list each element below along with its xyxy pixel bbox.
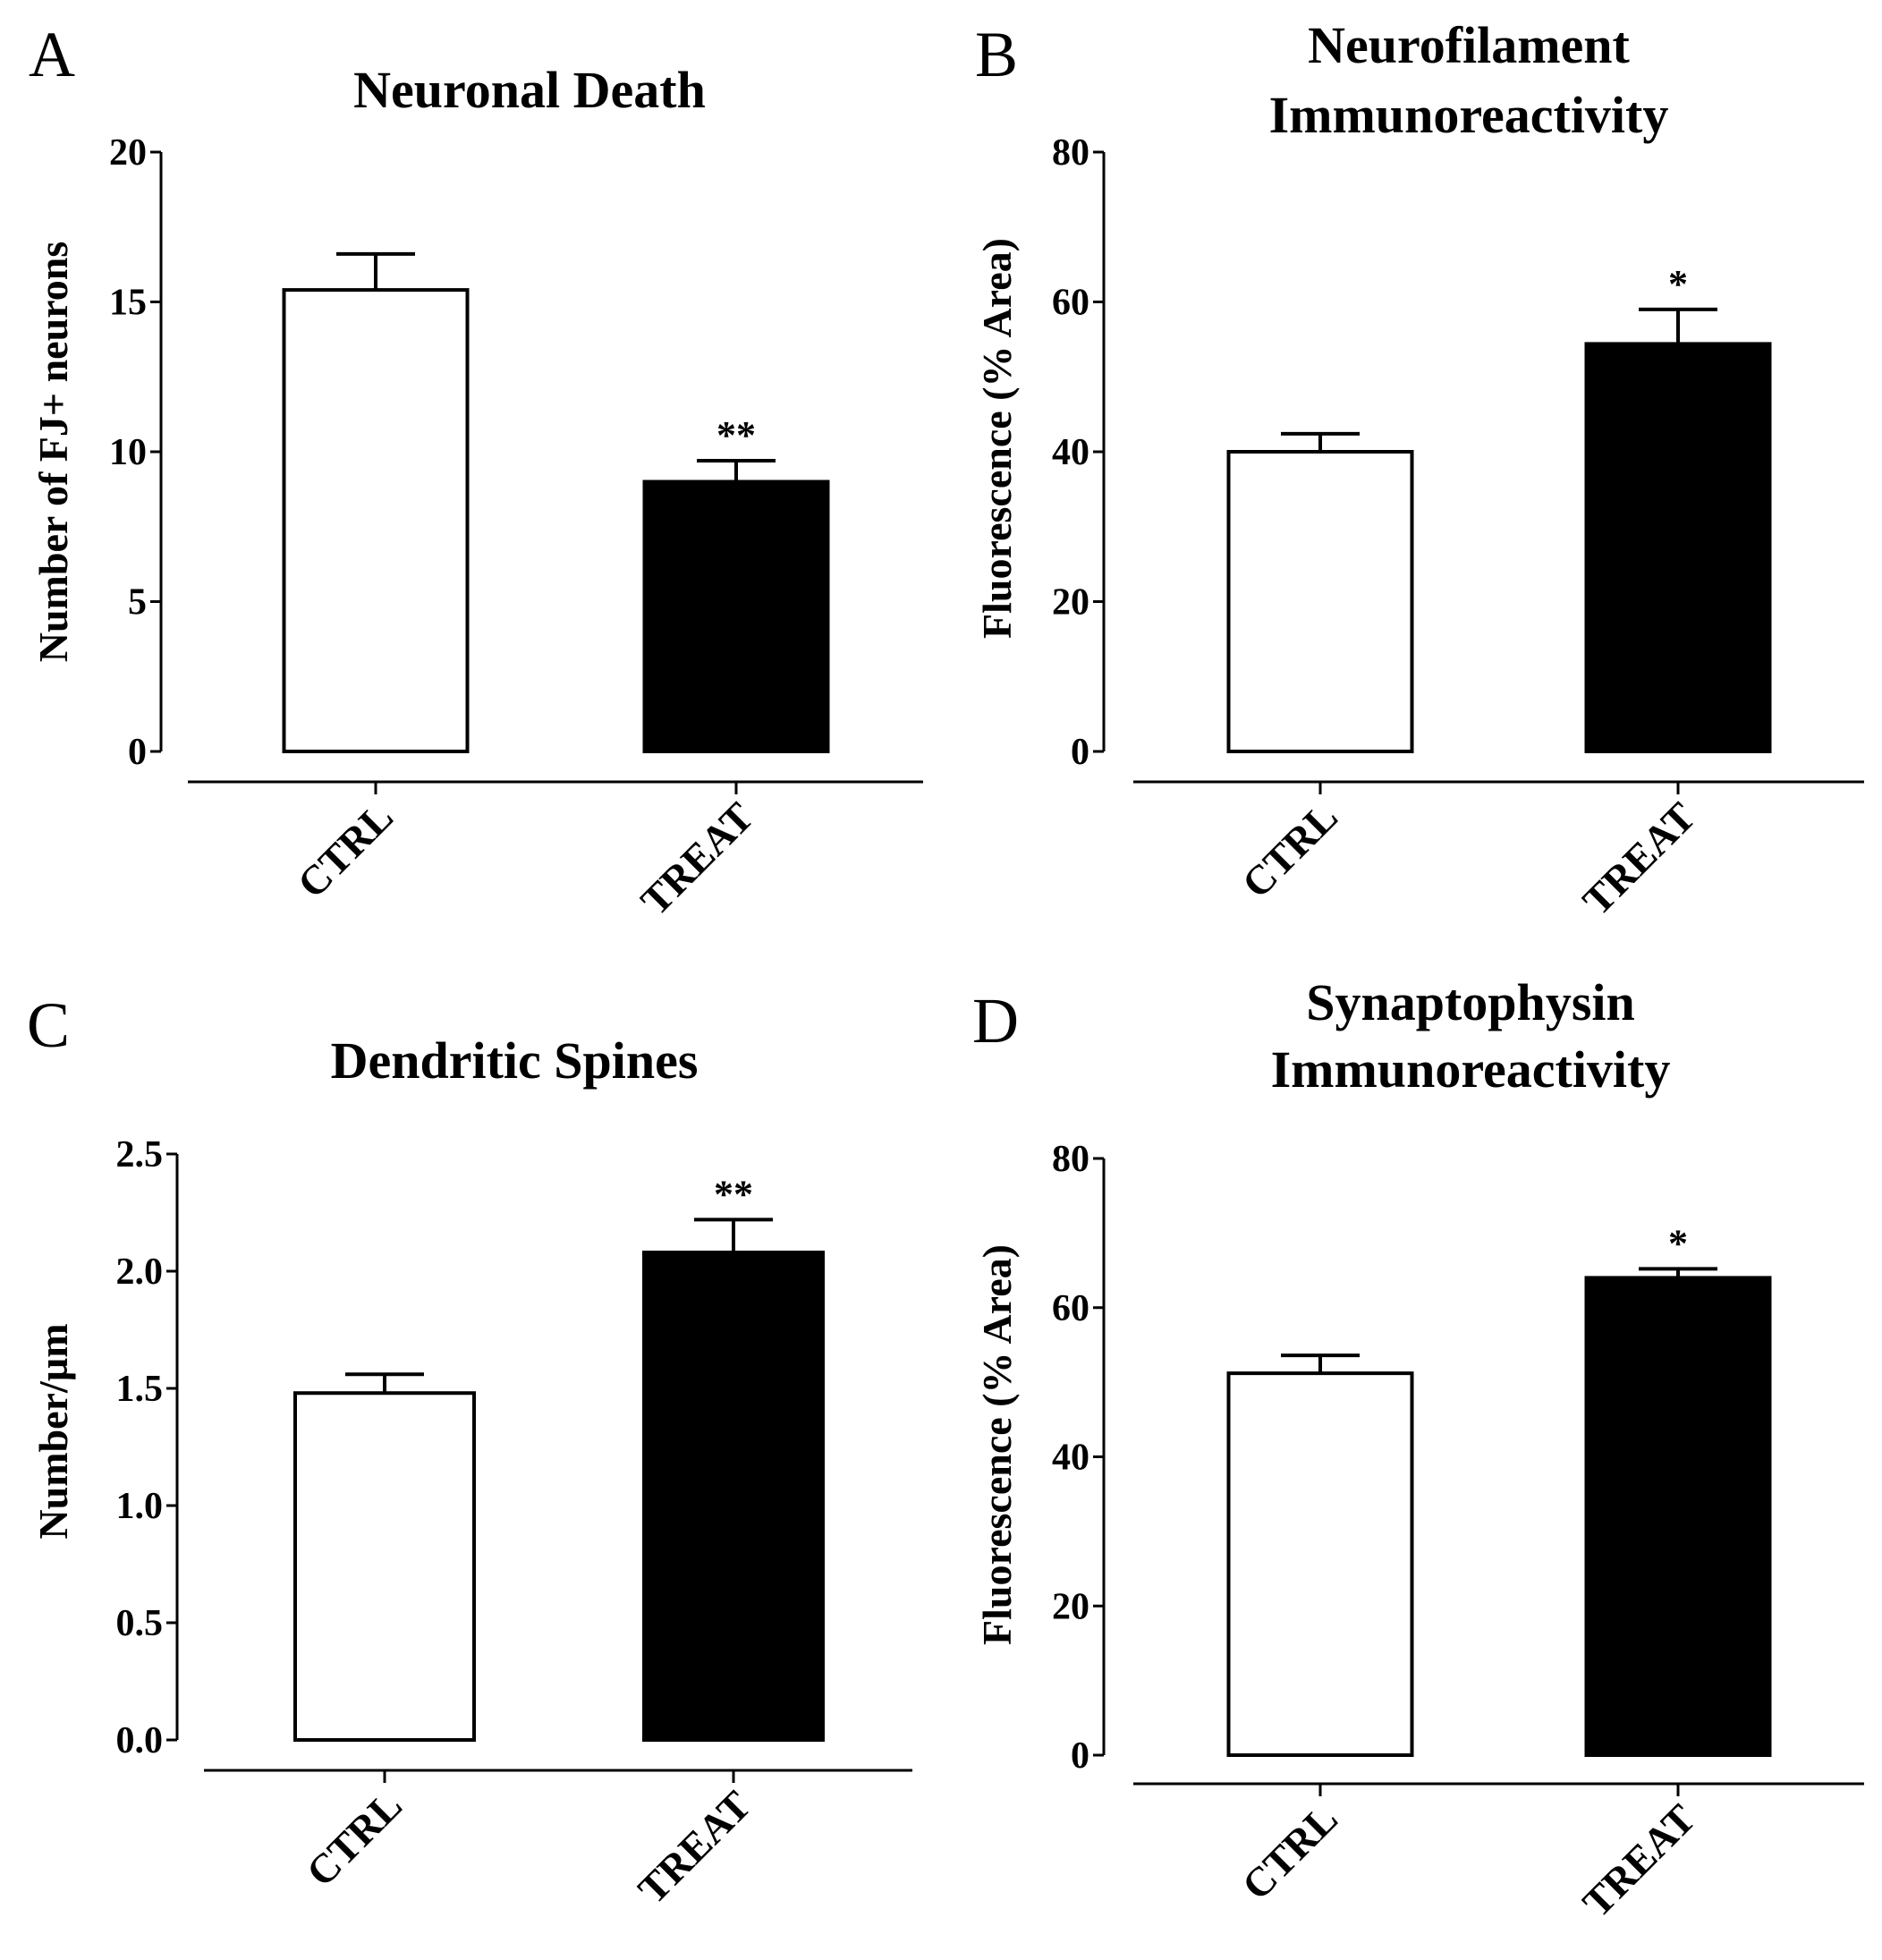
- y-axis-label-c: Number/µm: [30, 1323, 76, 1539]
- bar-treat-d: [1584, 1276, 1772, 1757]
- significance-treat-a: **: [716, 413, 756, 457]
- bar-ctrl-b: [1226, 450, 1414, 753]
- y-tick-label-c: 1.0: [116, 1486, 164, 1527]
- chart-title-b-line-2: Immunoreactivity: [1269, 86, 1669, 144]
- panel-b: B Neurofilament Immunoreactivity Fluorescen…: [941, 0, 1882, 980]
- x-tick-label-treat-a: TREAT: [632, 793, 762, 924]
- y-tick-label-b: 60: [1052, 283, 1089, 324]
- chart-title-d-line-1: Synaptophysin: [1306, 980, 1635, 1031]
- chart-panel-d: D Synaptophysin Immunoreactivity Fluorescen…: [972, 980, 1864, 1926]
- y-tick-label-c: 0.0: [116, 1720, 164, 1761]
- y-tick-label-b: 80: [1052, 132, 1089, 174]
- chart-panel-b: B Neurofilament Immunoreactivity Fluorescen…: [974, 16, 1864, 924]
- chart-title-d-line-2: Immunoreactivity: [1271, 1040, 1671, 1099]
- y-tick-label-b: 40: [1052, 432, 1089, 473]
- chart-panel-c: C Dendritic Spines Number/µm 0.0 0.5 1.0 1.5 2.…: [27, 989, 912, 1913]
- significance-treat-c: **: [714, 1172, 753, 1216]
- y-tick-label-a: 20: [109, 132, 147, 174]
- y-tick-label-d: 80: [1052, 1139, 1089, 1180]
- y-axis-label-a: Number of FJ+ neurons: [30, 242, 76, 663]
- bar-treat-b: [1584, 342, 1772, 753]
- y-tick-label-d: 60: [1052, 1288, 1089, 1329]
- panel-d: D Synaptophysin Immunoreactivity Fluorescen…: [941, 980, 1882, 1959]
- y-tick-label-c: 2.0: [116, 1252, 164, 1293]
- x-tick-label-treat-d: TREAT: [1573, 1795, 1704, 1926]
- y-tick-label-a: 0: [128, 732, 147, 773]
- y-axis-label-d: Fluorescence (% Area): [974, 1244, 1020, 1645]
- significance-treat-b: *: [1668, 262, 1688, 306]
- y-tick-label-a: 5: [128, 582, 147, 624]
- panel-a: A Neuronal Death Number of FJ+ neurons 0 5 10…: [0, 0, 941, 980]
- significance-treat-d: *: [1668, 1221, 1688, 1265]
- bar-ctrl-d: [1226, 1371, 1414, 1757]
- y-tick-label-a: 15: [109, 283, 147, 324]
- bar-ctrl-a: [282, 288, 470, 754]
- x-tick-label-ctrl-d: CTRL: [1233, 1795, 1346, 1908]
- panel-label-c: C: [27, 989, 70, 1061]
- bar-treat-c: [642, 1251, 825, 1743]
- bar-ctrl-c: [293, 1391, 476, 1742]
- x-tick-label-treat-b: TREAT: [1573, 793, 1704, 924]
- y-tick-label-b: 20: [1052, 582, 1089, 624]
- y-tick-label-a: 10: [109, 432, 147, 473]
- panel-c: C Dendritic Spines Number/µm 0.0 0.5 1.0 1.5 2.…: [0, 980, 941, 1959]
- chart-title-b-line-1: Neurofilament: [1308, 16, 1630, 74]
- y-tick-label-c: 1.5: [116, 1369, 164, 1410]
- y-tick-label-b: 0: [1071, 732, 1089, 773]
- x-tick-label-treat-c: TREAT: [629, 1782, 759, 1913]
- chart-title-c: Dendritic Spines: [331, 1031, 699, 1090]
- chart-title-a: Neuronal Death: [353, 61, 706, 119]
- y-tick-label-c: 0.5: [116, 1603, 164, 1644]
- y-axis-label-b: Fluorescence (% Area): [974, 238, 1020, 639]
- y-tick-label-d: 20: [1052, 1586, 1089, 1627]
- panel-label-d: D: [972, 985, 1019, 1056]
- x-tick-label-ctrl-a: CTRL: [289, 793, 402, 906]
- chart-panel-a: A Neuronal Death Number of FJ+ neurons 0 5 10…: [29, 19, 923, 924]
- bar-treat-a: [642, 479, 830, 753]
- panel-label-b: B: [975, 19, 1018, 90]
- panel-label-a: A: [29, 19, 75, 90]
- x-tick-label-ctrl-b: CTRL: [1233, 793, 1346, 906]
- x-tick-label-ctrl-c: CTRL: [298, 1782, 411, 1895]
- y-tick-label-d: 40: [1052, 1438, 1089, 1479]
- y-tick-label-c: 2.5: [116, 1134, 164, 1175]
- y-tick-label-d: 0: [1071, 1735, 1089, 1777]
